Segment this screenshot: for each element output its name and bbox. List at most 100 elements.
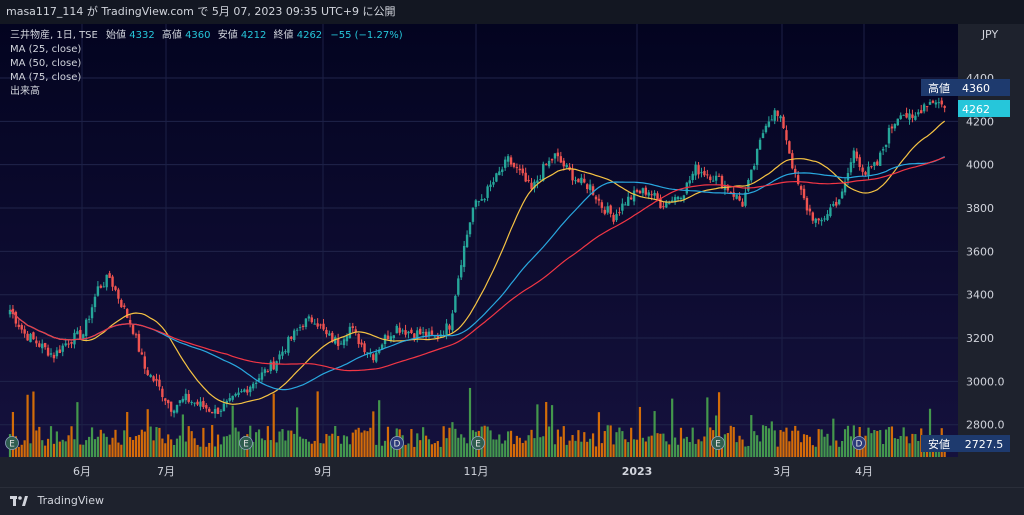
volume-bar bbox=[779, 430, 782, 457]
volume-bar bbox=[152, 440, 155, 457]
legend-volume: 出来高 bbox=[10, 84, 40, 97]
volume-bar bbox=[190, 431, 193, 457]
volume-bar bbox=[870, 433, 873, 457]
candle-body bbox=[448, 325, 451, 330]
candle-body bbox=[542, 163, 545, 181]
candle-body bbox=[668, 203, 671, 205]
candle-body bbox=[738, 196, 741, 201]
legend-ma75: MA (75, close) bbox=[10, 72, 81, 83]
candle-body bbox=[395, 325, 398, 334]
earnings-marker-icon bbox=[5, 436, 19, 450]
candle-body bbox=[219, 410, 223, 412]
candle-body bbox=[263, 369, 267, 373]
candle-body bbox=[659, 198, 662, 209]
candle-body bbox=[424, 331, 428, 338]
candle-body bbox=[808, 208, 812, 212]
candle-body bbox=[35, 340, 38, 344]
candle-body bbox=[123, 305, 126, 307]
volume-bar bbox=[606, 425, 609, 457]
candle-body bbox=[140, 352, 144, 355]
candle-body bbox=[761, 133, 765, 139]
candle-body bbox=[884, 144, 888, 147]
candle-body bbox=[835, 201, 838, 206]
volume-bar bbox=[580, 441, 583, 457]
candle-body bbox=[530, 182, 533, 190]
candle-body bbox=[586, 184, 589, 190]
candle-body bbox=[375, 352, 378, 362]
volume-bar bbox=[99, 429, 102, 457]
tradingview-brand[interactable]: TradingView bbox=[37, 494, 104, 507]
candle-body bbox=[389, 336, 393, 342]
candle-body bbox=[890, 126, 894, 129]
candle-body bbox=[67, 343, 70, 345]
candle-body bbox=[155, 378, 158, 381]
volume-bar bbox=[764, 426, 768, 457]
volume-bar bbox=[170, 439, 173, 457]
volume-bar bbox=[319, 443, 322, 457]
volume-bar bbox=[521, 442, 524, 457]
volume-bar bbox=[404, 444, 407, 457]
volume-bar bbox=[360, 432, 363, 457]
candle-body bbox=[158, 379, 161, 387]
volume-bar bbox=[67, 435, 70, 457]
candle-body bbox=[624, 204, 627, 206]
volume-bar bbox=[114, 429, 117, 457]
candle-body bbox=[846, 173, 850, 181]
candle-body bbox=[325, 329, 328, 335]
candle-body bbox=[712, 180, 715, 182]
candle-body bbox=[893, 124, 897, 129]
volume-bar bbox=[917, 441, 920, 457]
candle-body bbox=[515, 167, 519, 169]
volume-bar bbox=[287, 430, 290, 457]
high-price-marker: 高値 4360 bbox=[921, 79, 1010, 96]
volume-bar bbox=[747, 445, 750, 457]
candle-body bbox=[794, 168, 797, 174]
volume-bar bbox=[211, 425, 214, 457]
candle-body bbox=[266, 371, 270, 373]
candlesticks bbox=[8, 97, 946, 419]
volume-bar bbox=[597, 412, 601, 457]
candle-body bbox=[943, 106, 946, 108]
candle-body bbox=[460, 265, 463, 278]
volume-bar bbox=[846, 425, 850, 457]
volume-bar bbox=[38, 426, 41, 457]
event-marker-letter: E bbox=[9, 440, 15, 450]
candle-body bbox=[366, 352, 369, 354]
candle-body bbox=[920, 110, 923, 114]
volume-bar bbox=[896, 438, 899, 457]
candle-body bbox=[61, 345, 64, 352]
volume-bar bbox=[205, 446, 208, 457]
candle-body bbox=[413, 333, 416, 338]
event-marker-letter: D bbox=[856, 440, 863, 450]
legend-close-label: 終値 bbox=[274, 28, 294, 41]
volume-bar bbox=[788, 441, 791, 457]
candle-body bbox=[108, 273, 111, 278]
candle-body bbox=[729, 192, 732, 194]
candle-body bbox=[565, 164, 568, 168]
volume-bar bbox=[313, 440, 316, 457]
candle-body bbox=[8, 309, 12, 315]
candle-body bbox=[430, 330, 434, 335]
volume-bar bbox=[665, 441, 668, 457]
candle-body bbox=[152, 376, 155, 381]
candle-body bbox=[222, 403, 226, 412]
candle-body bbox=[102, 286, 105, 288]
volume-bar bbox=[744, 446, 747, 457]
volume-bar bbox=[700, 441, 703, 457]
volume-bar bbox=[800, 442, 803, 457]
candle-body bbox=[641, 188, 645, 194]
candle-body bbox=[864, 172, 867, 175]
price-chart[interactable]: E E D E E D 三井物産, 1日, TSE 始値 4332 高値 4360 安値 … bbox=[0, 24, 1024, 487]
volume-bar bbox=[635, 439, 639, 457]
volume-bar bbox=[618, 427, 621, 457]
dividend-marker-icon bbox=[390, 436, 404, 450]
candle-body bbox=[805, 198, 809, 211]
candle-body bbox=[670, 200, 674, 202]
candle-body bbox=[43, 342, 47, 348]
candle-body bbox=[32, 332, 35, 340]
candle-body bbox=[609, 205, 612, 214]
volume-bar bbox=[562, 426, 565, 457]
candle-body bbox=[820, 219, 823, 222]
volume-bar bbox=[509, 430, 513, 457]
